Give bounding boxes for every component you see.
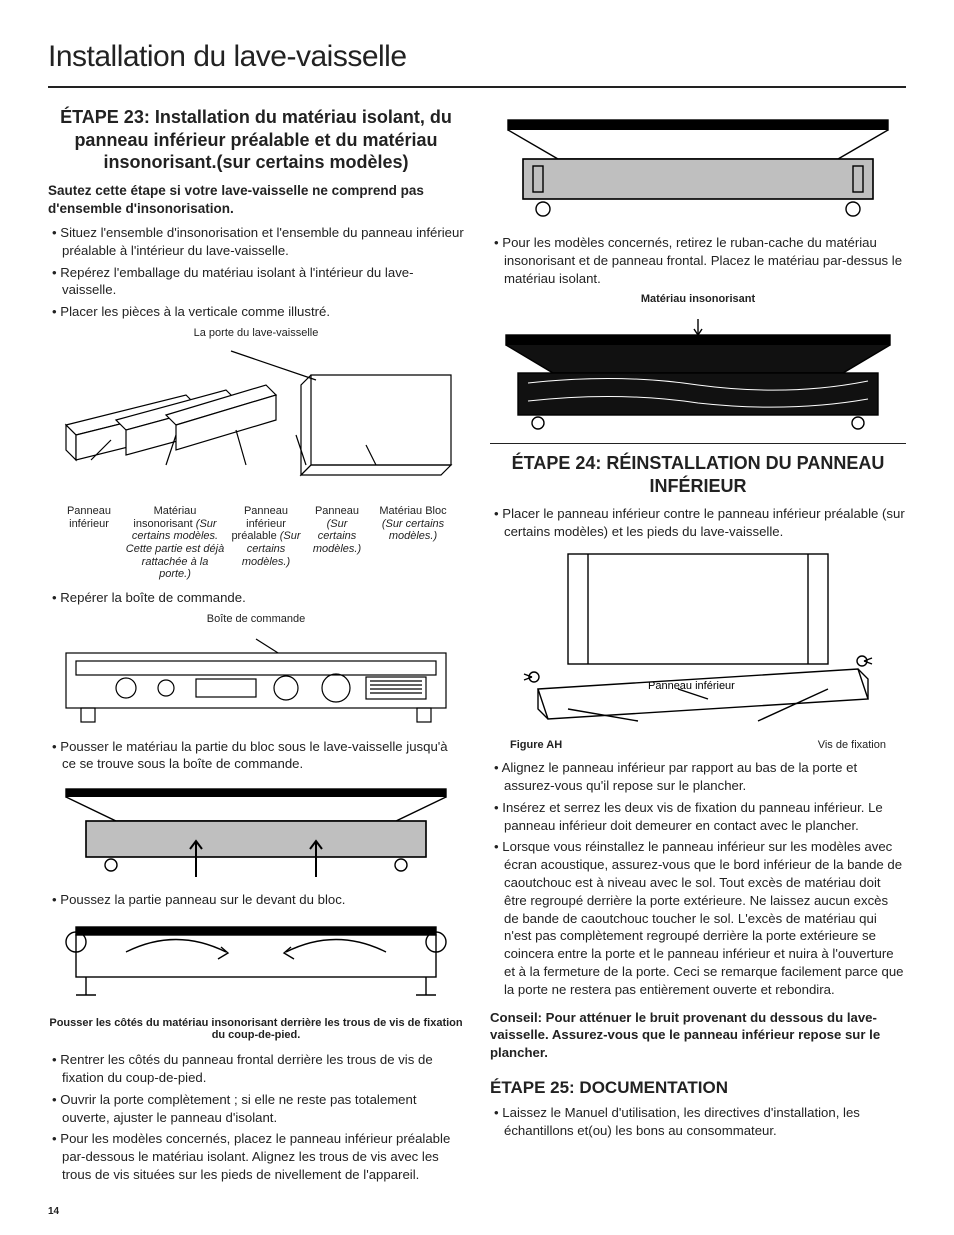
figure-push-block: [56, 781, 456, 881]
fig1-label-b-main: Matériau insonorisant: [133, 505, 196, 530]
list-item: Pousser le matériau la partie du bloc so…: [48, 738, 464, 774]
list-item: Situez l'ensemble d'insonorisation et l'…: [48, 224, 464, 260]
step24-bullets-1: Placer le panneau inférieur contre le pa…: [490, 505, 906, 541]
figure-right-top: [498, 114, 898, 224]
step24-section: ÉTAPE 24: RÉINSTALLATION DU PANNEAU INFÉ…: [490, 443, 906, 1062]
figure-ah: Panneau inférieur: [498, 549, 898, 729]
fig1-label-b: Matériau insonorisant (Sur certains modè…: [125, 505, 225, 581]
list-item: Laissez le Manuel d'utilisation, les dir…: [490, 1104, 906, 1140]
step23-bullets-5: Rentrer les côtés du panneau frontal der…: [48, 1051, 464, 1184]
list-item: Alignez le panneau inférieur par rapport…: [490, 759, 906, 795]
figR1-label: Matériau insonorisant: [490, 293, 906, 305]
figure-control-box: [56, 633, 456, 728]
step23-title: ÉTAPE 23: Installation du matériau isola…: [52, 106, 460, 174]
list-item: Rentrer les côtés du panneau frontal der…: [48, 1051, 464, 1087]
fig1-label-a: Panneau inférieur: [59, 505, 119, 581]
fig1-label-d-main: Panneau: [315, 505, 359, 517]
fig-ah-screws-label: Vis de fixation: [818, 739, 886, 751]
right-column: Pour les modèles concernés, retirez le r…: [490, 106, 906, 1190]
list-item: Pour les modèles concernés, placez le pa…: [48, 1130, 464, 1183]
list-item: Lorsque vous réinstallez le panneau infé…: [490, 838, 906, 998]
step23-bullets-3: Pousser le matériau la partie du bloc so…: [48, 738, 464, 774]
fig1-label-c: Panneau inférieur préalable (Sur certain…: [231, 505, 301, 581]
list-item: Ouvrir la porte complètement ; si elle n…: [48, 1091, 464, 1127]
fig-ah-panel-label: Panneau inférieur: [648, 680, 735, 692]
step24-tip: Conseil: Pour atténuer le bruit provenan…: [490, 1009, 906, 1062]
step23-bullets-4: Poussez la partie panneau sur le devant …: [48, 891, 464, 909]
fig-ah-caption-row: Figure AH Vis de fixation: [490, 739, 906, 751]
two-column-layout: ÉTAPE 23: Installation du matériau isola…: [48, 106, 906, 1190]
left-column: ÉTAPE 23: Installation du matériau isola…: [48, 106, 464, 1190]
fig1-label-d: Panneau (Sur certains modèles.): [307, 505, 367, 581]
list-item: Placer le panneau inférieur contre le pa…: [490, 505, 906, 541]
fig1-label-e-note: (Sur certains modèles.): [382, 518, 444, 543]
list-item: Pour les modèles concernés, retirez le r…: [490, 234, 906, 287]
fig2-label: Boîte de commande: [48, 613, 464, 625]
step24-title: ÉTAPE 24: RÉINSTALLATION DU PANNEAU INFÉ…: [494, 452, 902, 497]
fig1-label-d-note: (Sur certains modèles.): [313, 518, 361, 555]
fig1-label-row: Panneau inférieur Matériau insonorisant …: [48, 505, 464, 581]
fig1-label-e-main: Matériau Bloc: [379, 505, 446, 517]
list-item: Poussez la partie panneau sur le devant …: [48, 891, 464, 909]
figure-sound-material: [498, 313, 898, 433]
step23-bullets-2: Repérer la boîte de commande.: [48, 589, 464, 607]
page-title: Installation du lave-vaisselle: [48, 40, 906, 88]
list-item: Repérer la boîte de commande.: [48, 589, 464, 607]
fig-ah-figure-label: Figure AH: [510, 739, 562, 751]
list-item: Repérez l'emballage du matériau isolant …: [48, 264, 464, 300]
page-number: 14: [48, 1206, 59, 1217]
step23-intro: Sautez cette étape si votre lave-vaissel…: [48, 182, 464, 218]
list-item: Placer les pièces à la verticale comme i…: [48, 303, 464, 321]
fig4-caption: Pousser les côtés du matériau insonorisa…: [48, 1017, 464, 1041]
figure-front-panel: [56, 917, 456, 1007]
fig1-top-label: La porte du lave-vaisselle: [48, 327, 464, 339]
step25-bullets: Laissez le Manuel d'utilisation, les dir…: [490, 1104, 906, 1140]
step25-title: ÉTAPE 25: DOCUMENTATION: [490, 1078, 906, 1098]
step23-right-bullets: Pour les modèles concernés, retirez le r…: [490, 234, 906, 287]
list-item: Insérez et serrez les deux vis de fixati…: [490, 799, 906, 835]
step24-bullets-2: Alignez le panneau inférieur par rapport…: [490, 759, 906, 999]
figure-exploded-view: [56, 345, 456, 495]
fig1-label-e: Matériau Bloc (Sur certains modèles.): [373, 505, 453, 581]
step23-bullets-1: Situez l'ensemble d'insonorisation et l'…: [48, 224, 464, 321]
